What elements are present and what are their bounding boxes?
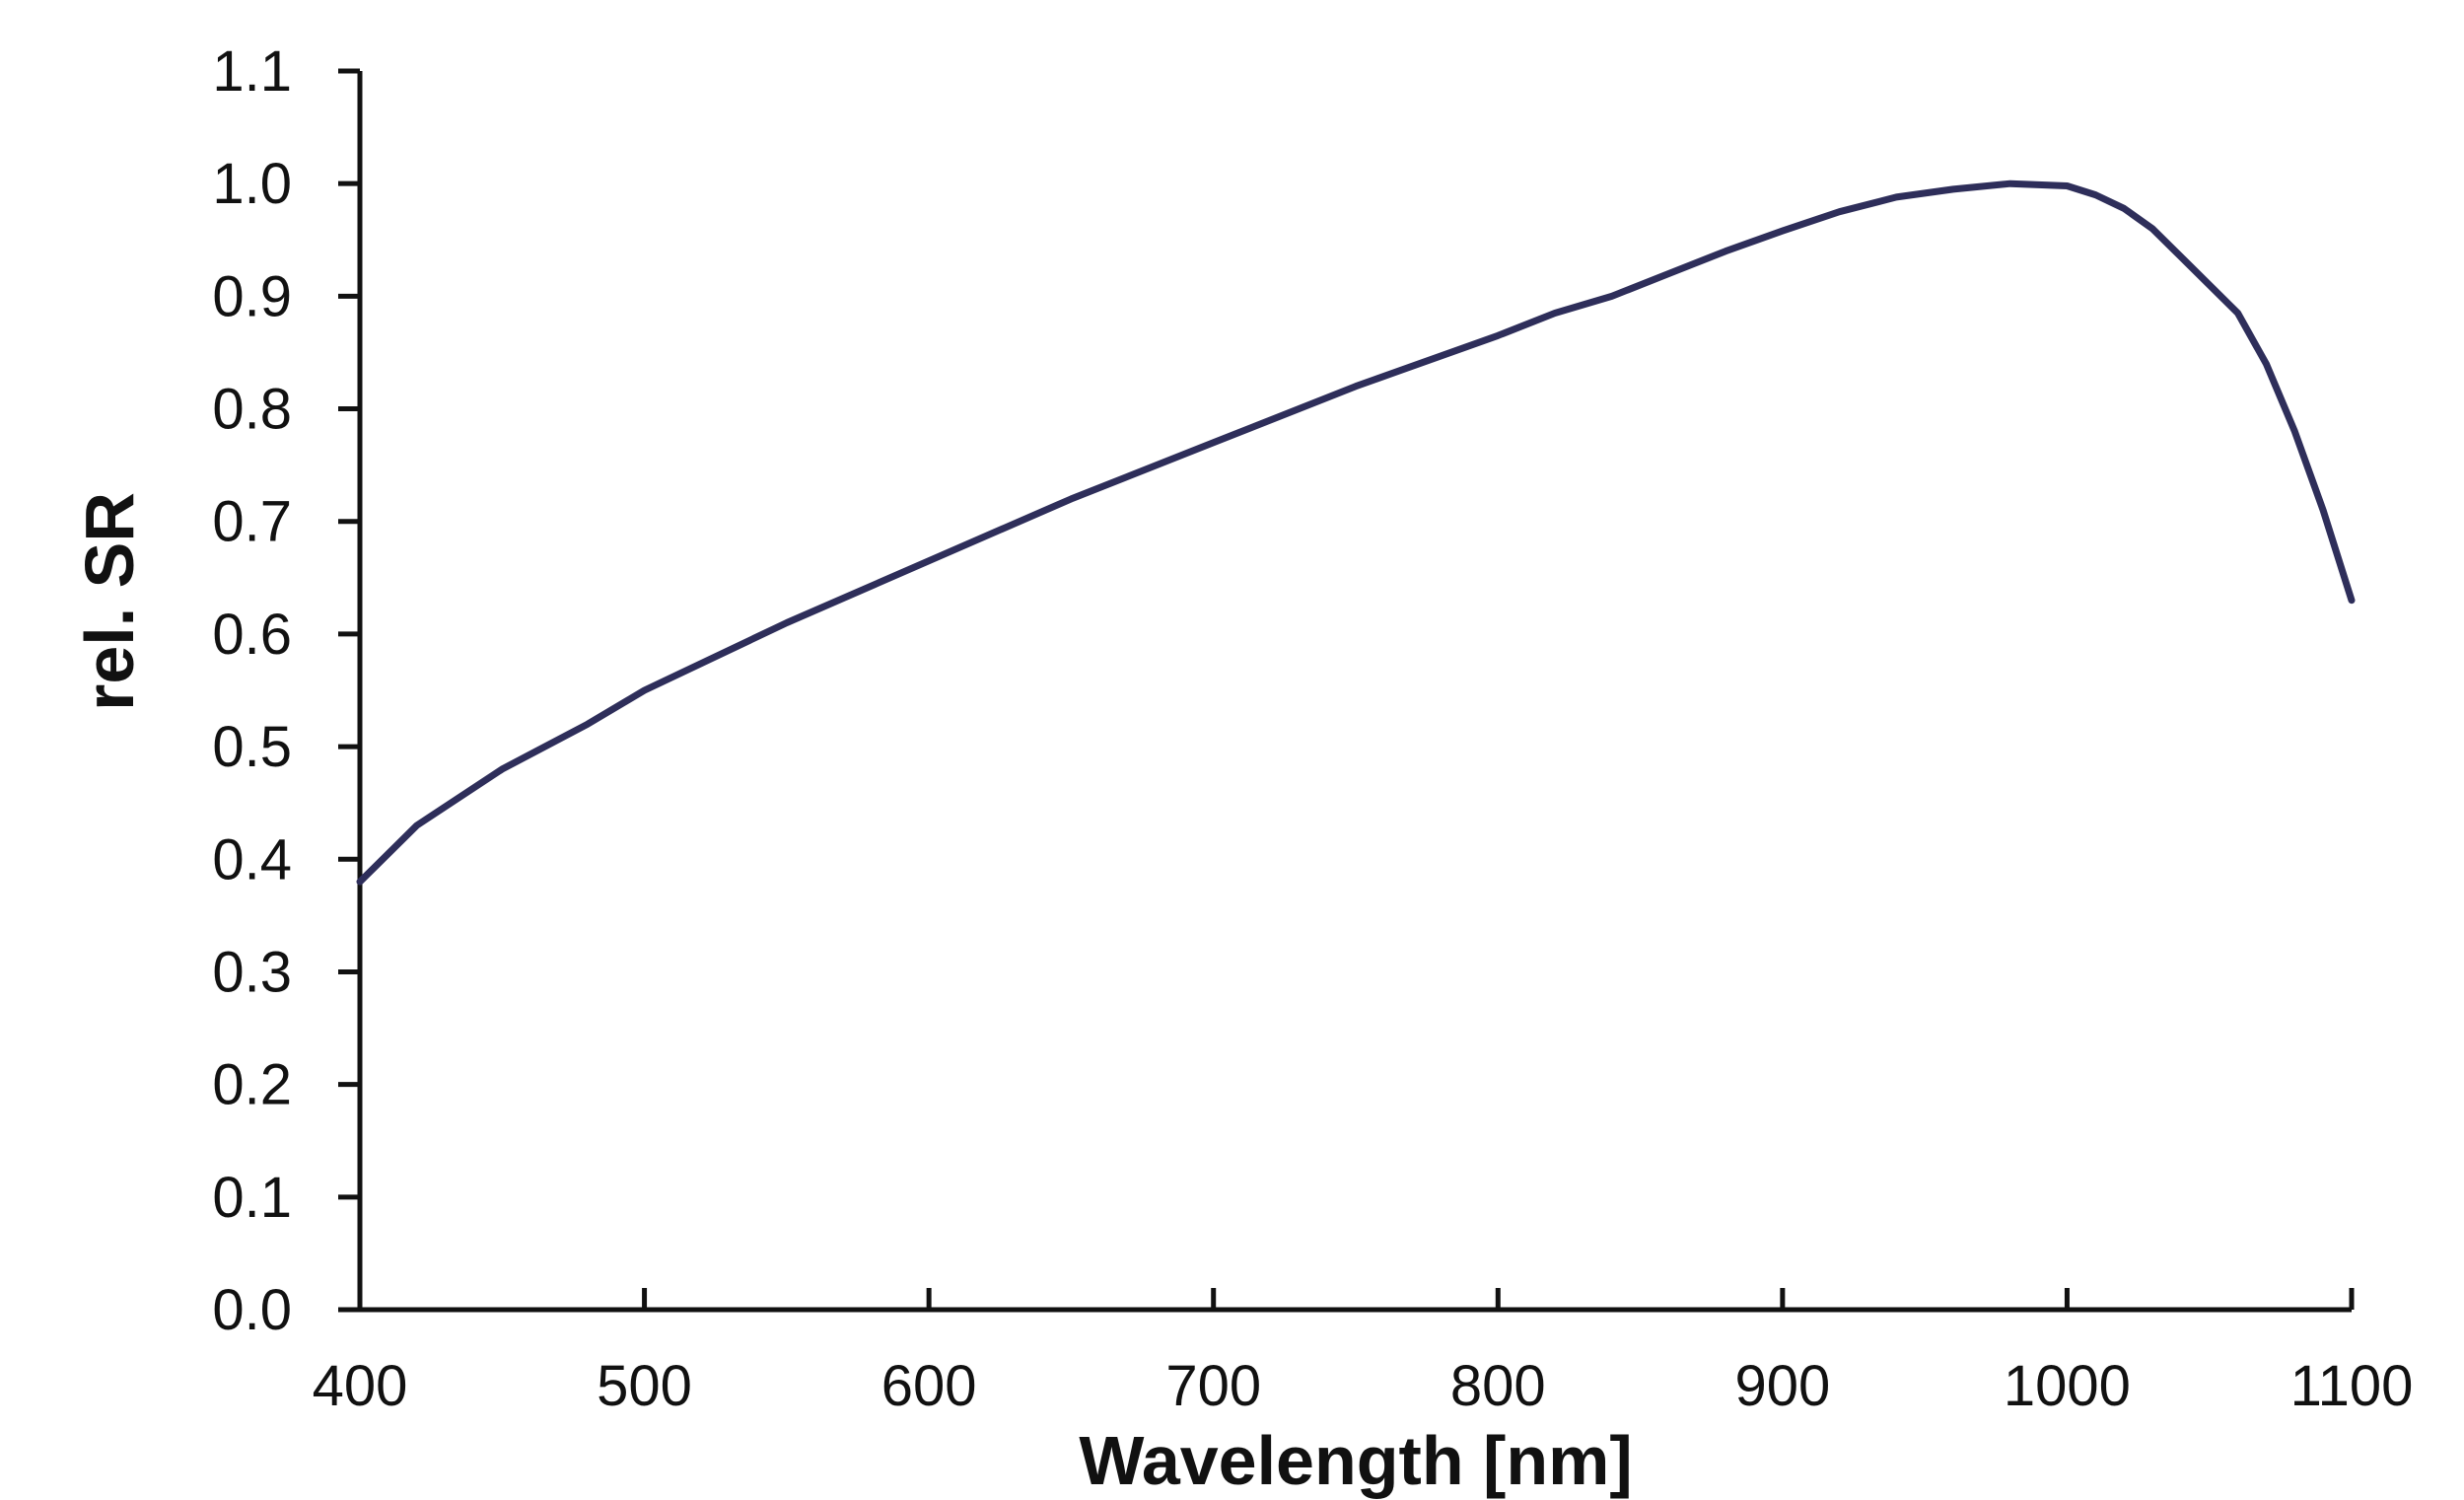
axis-lines [357, 71, 2352, 1313]
x-tick-label: 700 [1165, 1354, 1261, 1418]
y-tick-label: 0.2 [212, 1053, 292, 1117]
y-tick-label: 0.5 [212, 715, 292, 779]
x-axis-title: Wavelength [nm] [1079, 1422, 1632, 1499]
x-tick-label: 1000 [2004, 1354, 2131, 1418]
y-tick-label: 0.6 [212, 603, 292, 667]
y-axis-ticks: 0.0 0.1 0.2 0.3 0.4 0.5 0.6 0.7 0.8 0.9 1.0 1.1 [212, 39, 360, 1342]
series-line [356, 179, 2356, 886]
x-tick-label: 400 [313, 1354, 408, 1418]
x-tick-label: 800 [1450, 1354, 1546, 1418]
y-tick-label: 0.3 [212, 940, 292, 1004]
y-tick-label: 0.1 [212, 1166, 292, 1230]
x-tick-label: 500 [597, 1354, 692, 1418]
series-group [356, 179, 2356, 886]
x-tick-label: 900 [1734, 1354, 1830, 1418]
y-tick-label: 0.4 [212, 827, 292, 892]
x-tick-label: 600 [881, 1354, 977, 1418]
y-tick-label: 0.8 [212, 378, 292, 442]
y-tick-label: 0.0 [212, 1278, 292, 1342]
y-tick-label: 1.0 [212, 152, 292, 216]
y-tick-label: 1.1 [212, 39, 292, 104]
y-tick-label: 0.7 [212, 490, 292, 554]
y-tick-label: 0.9 [212, 264, 292, 328]
y-axis-title: rel. SR [71, 492, 148, 711]
x-tick-label: 1100 [2290, 1354, 2414, 1418]
